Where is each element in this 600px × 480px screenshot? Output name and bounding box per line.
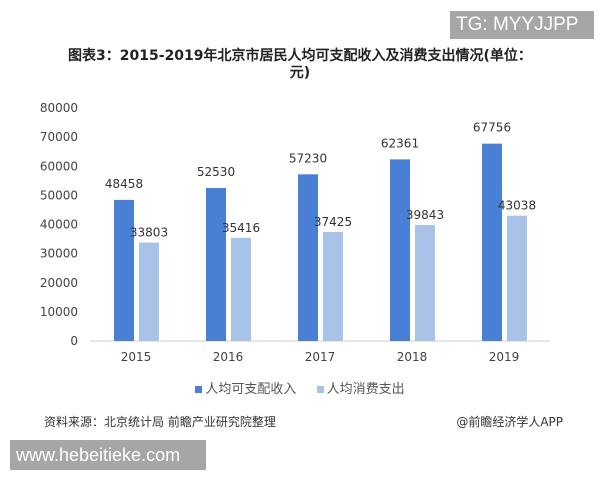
x-tick-label: 2019 — [489, 350, 520, 364]
source-note: 资料来源：北京统计局 前瞻产业研究院整理 — [44, 415, 276, 429]
data-label: 57230 — [289, 151, 327, 165]
bar-spending — [323, 231, 343, 341]
watermark-tg: TG: MYYJJPP — [450, 11, 594, 39]
legend-swatch — [195, 386, 203, 393]
data-label: 35416 — [222, 221, 260, 235]
legend: 人均可支配收入 人均消费支出 — [0, 378, 600, 397]
data-label: 52530 — [197, 165, 235, 179]
bar-spending — [231, 237, 251, 341]
data-label: 39843 — [406, 208, 444, 222]
y-tick-label: 40000 — [40, 218, 78, 232]
legend-swatch — [316, 386, 324, 393]
credit-note: @前瞻经济学人APP — [456, 415, 563, 429]
bar-income — [482, 143, 502, 341]
x-tick-label: 2015 — [121, 350, 152, 364]
legend-label: 人均消费支出 — [326, 382, 405, 397]
bar-spending — [415, 224, 435, 341]
legend-label: 人均可支配收入 — [205, 382, 297, 397]
bar-income — [206, 188, 226, 341]
legend-item-spending: 人均消费支出 — [316, 382, 405, 397]
bar-income — [390, 159, 410, 341]
bar-spending — [507, 215, 527, 341]
y-tick-label: 70000 — [40, 130, 78, 144]
data-label: 33803 — [130, 226, 168, 240]
watermark-url: www.hebeitieke.com — [10, 440, 206, 470]
data-label: 62361 — [381, 136, 419, 150]
y-tick-label: 50000 — [40, 188, 78, 202]
data-label: 67756 — [473, 121, 511, 135]
y-tick-label: 0 — [70, 334, 78, 348]
legend-item-income: 人均可支配收入 — [195, 382, 296, 397]
x-tick-label: 2018 — [397, 350, 428, 364]
y-tick-label: 60000 — [40, 159, 78, 173]
x-tick-label: 2017 — [305, 350, 336, 364]
data-label: 48458 — [105, 177, 143, 191]
x-tick-label: 2016 — [213, 350, 244, 364]
bar-income — [298, 174, 318, 341]
chart-title: 图表3：2015-2019年北京市居民人均可支配收入及消费支出情况(单位：元) — [68, 48, 532, 81]
y-tick-label: 10000 — [40, 305, 78, 319]
y-tick-label: 30000 — [40, 247, 78, 261]
y-tick-label: 20000 — [40, 276, 78, 290]
data-label: 37425 — [314, 215, 352, 229]
bar-spending — [139, 242, 159, 341]
data-label: 43038 — [498, 199, 536, 213]
bar-income — [114, 199, 134, 341]
y-tick-label: 80000 — [40, 101, 78, 115]
